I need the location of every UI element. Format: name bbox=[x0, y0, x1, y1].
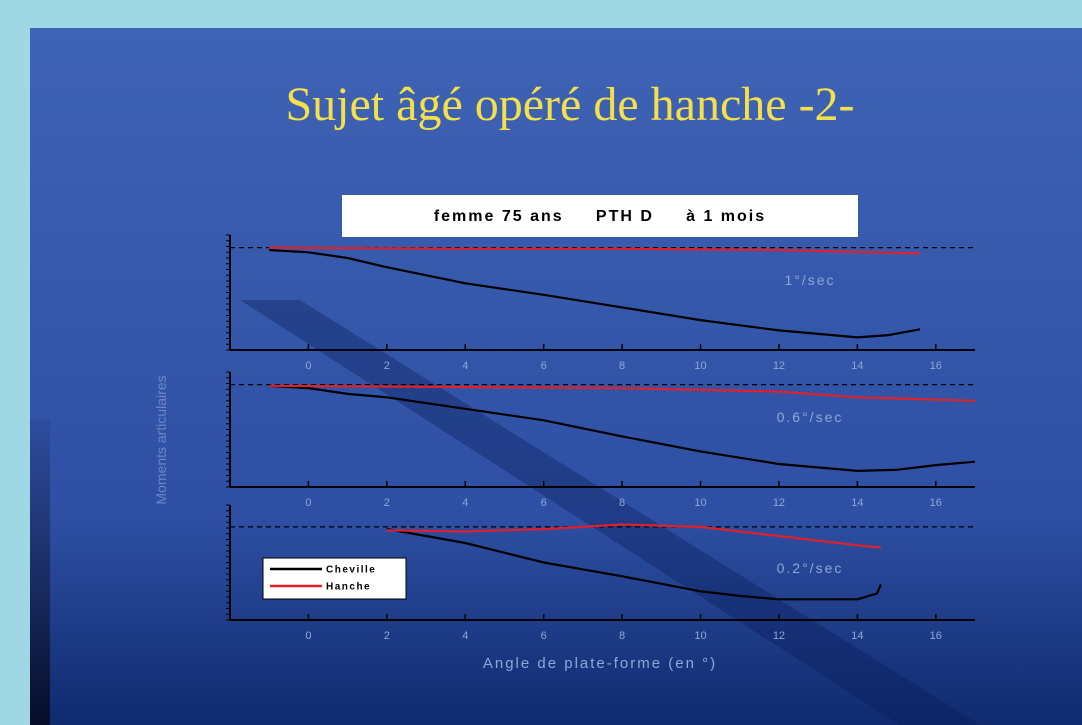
series-line bbox=[386, 528, 882, 601]
x-tick-label: 4 bbox=[462, 497, 468, 509]
x-tick-label: 10 bbox=[694, 630, 706, 642]
x-tick-label: 12 bbox=[773, 497, 785, 509]
speed-label: 0.2°/sec bbox=[777, 560, 844, 576]
x-tick-label: 6 bbox=[541, 497, 547, 509]
x-tick-label: 10 bbox=[694, 497, 706, 509]
x-tick-label: 4 bbox=[462, 630, 468, 642]
x-tick-label: 14 bbox=[851, 360, 863, 372]
x-tick-label: 12 bbox=[773, 630, 785, 642]
x-tick-label: 2 bbox=[384, 497, 390, 509]
subtitle-box bbox=[342, 195, 858, 237]
series-line bbox=[386, 523, 882, 549]
x-tick-label: 12 bbox=[773, 360, 785, 372]
x-axis-label: Angle de plate-forme (en °) bbox=[483, 655, 717, 672]
x-tick-label: 6 bbox=[541, 630, 547, 642]
subtitle: femme 75 ans PTH D à 1 mois bbox=[434, 208, 766, 225]
slide-edge bbox=[30, 420, 50, 725]
x-tick-label: 0 bbox=[305, 360, 311, 372]
speed-label: 0.6°/sec bbox=[777, 409, 844, 425]
x-tick-label: 0 bbox=[305, 630, 311, 642]
series-line bbox=[269, 248, 921, 339]
legend-label: Cheville bbox=[326, 565, 376, 576]
series-line bbox=[269, 246, 921, 255]
x-tick-label: 14 bbox=[851, 630, 863, 642]
x-tick-label: 10 bbox=[694, 360, 706, 372]
x-tick-label: 2 bbox=[384, 630, 390, 642]
x-tick-label: 16 bbox=[930, 497, 942, 509]
legend-label: Hanche bbox=[326, 582, 371, 593]
slide-title: Sujet âgé opéré de hanche -2- bbox=[285, 78, 854, 131]
slide-bg bbox=[30, 28, 1082, 725]
speed-label: 1°/sec bbox=[784, 272, 835, 288]
x-tick-label: 6 bbox=[541, 360, 547, 372]
x-tick-label: 4 bbox=[462, 360, 468, 372]
x-tick-label: 8 bbox=[619, 630, 625, 642]
charts: 0 2 4 6 8 10 12 14 16 1°/sec Moments articulaires 0… bbox=[153, 234, 976, 672]
x-tick-label: 16 bbox=[930, 360, 942, 372]
x-tick-label: 0 bbox=[305, 497, 311, 509]
series-line bbox=[269, 384, 976, 402]
decor bbox=[240, 300, 980, 725]
x-tick-label: 14 bbox=[851, 497, 863, 509]
x-tick-label: 16 bbox=[930, 630, 942, 642]
x-tick-label: 8 bbox=[619, 497, 625, 509]
y-axis-label: Moments articulaires bbox=[153, 375, 169, 504]
series-line bbox=[269, 384, 976, 473]
x-tick-label: 2 bbox=[384, 360, 390, 372]
legend-box bbox=[262, 557, 407, 600]
x-tick-label: 8 bbox=[619, 360, 625, 372]
